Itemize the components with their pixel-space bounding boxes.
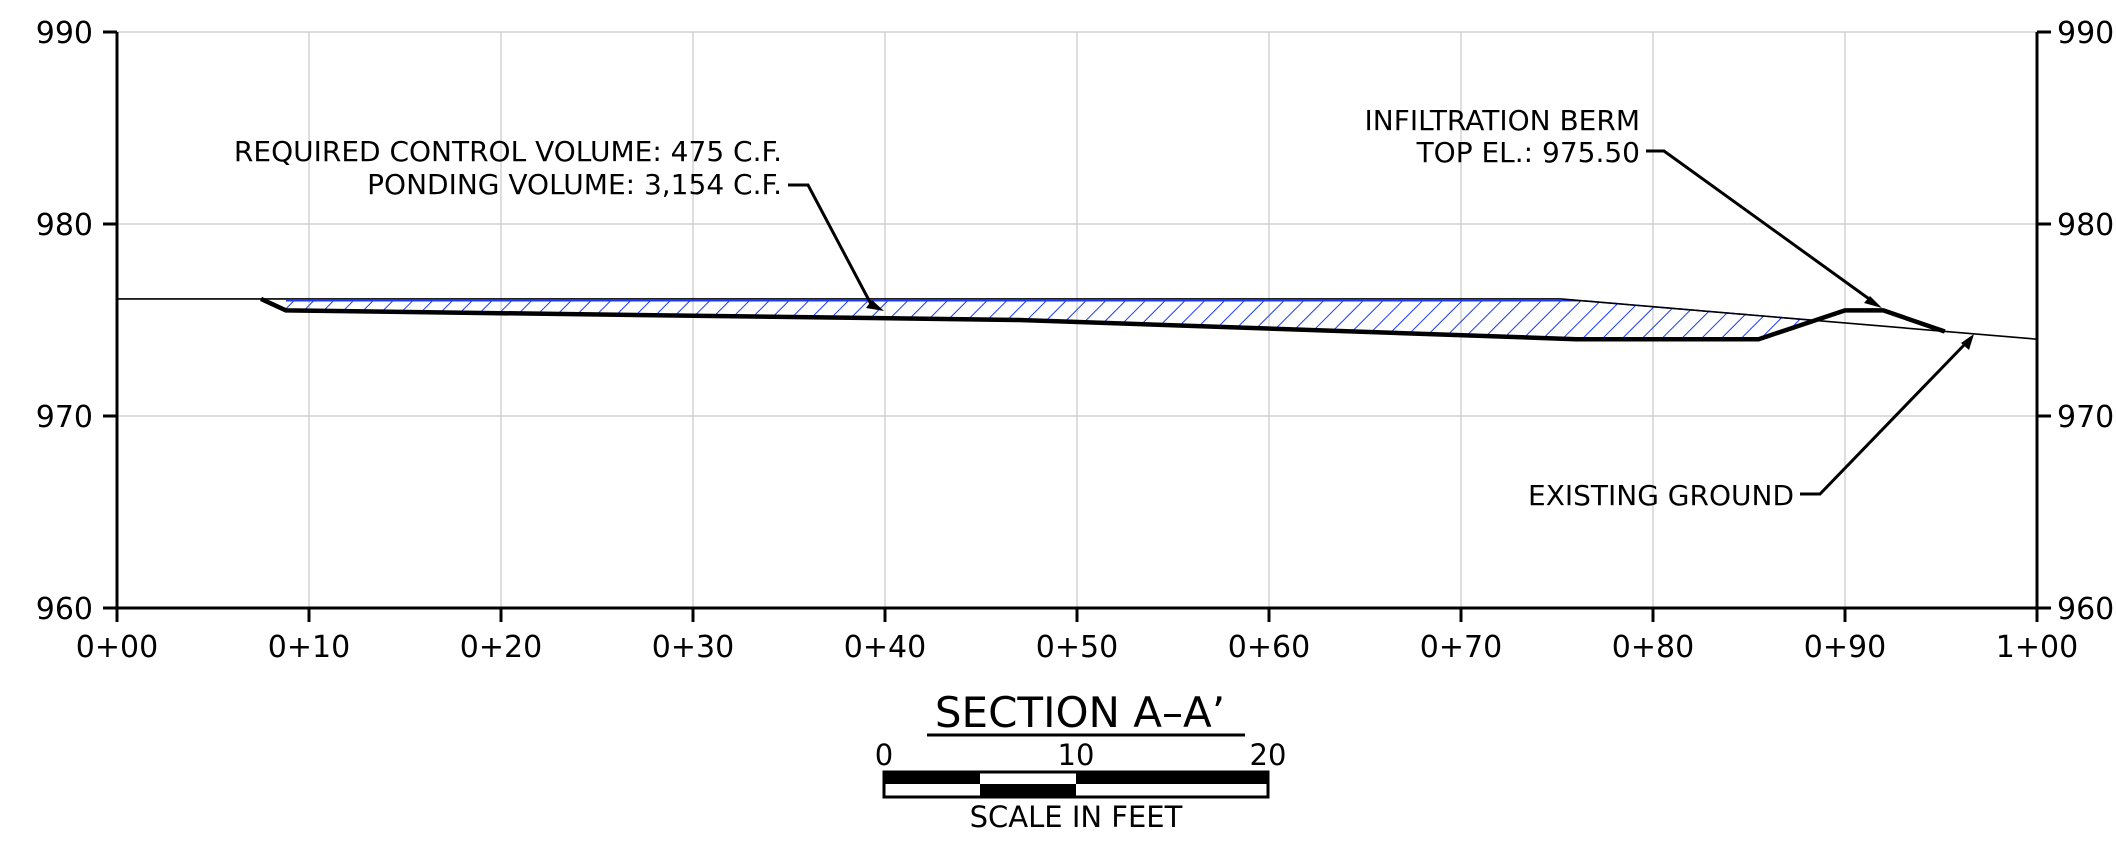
x-tick-label: 1+00: [1996, 630, 2078, 665]
existing-ground-line: [117, 298, 2038, 340]
scale-bar-top-right: [1076, 772, 1268, 784]
axes: [103, 30, 2051, 622]
scale-bar-bottom-mid: [980, 784, 1076, 797]
required-volume-label: REQUIRED CONTROL VOLUME: 475 C.F.: [234, 135, 782, 168]
x-tick-label: 0+90: [1804, 630, 1886, 665]
x-tick-label: 0+00: [76, 630, 158, 665]
berm-title-label: INFILTRATION BERM: [1365, 104, 1640, 137]
x-tick-label: 0+80: [1612, 630, 1694, 665]
x-tick-label: 0+50: [1036, 630, 1118, 665]
tick-labels: 960 960 970 970 980 980 990 990 0+00 0+10 0+20 0+30…: [36, 16, 2115, 665]
left-y-tick-label: 960: [36, 592, 93, 627]
berm-annotation: INFILTRATION BERM TOP EL.: 975.50: [1365, 104, 1882, 308]
x-tick-label: 0+40: [844, 630, 926, 665]
existing-ground-leader-arrow: [1961, 334, 1974, 350]
volume-leader-line: [788, 183, 874, 307]
existing-ground-leader-line: [1800, 341, 1968, 496]
left-y-tick-label: 980: [36, 208, 93, 243]
section-profile: [117, 296, 2038, 342]
water-surface-line: [286, 300, 1821, 321]
section-title-text: SECTION A–A’: [935, 688, 1225, 737]
berm-leader-line: [1646, 149, 1873, 303]
right-y-tick-label: 970: [2057, 400, 2114, 435]
scale-caption: SCALE IN FEET: [970, 800, 1183, 834]
right-y-tick-label: 980: [2057, 208, 2114, 243]
proposed-grade-line: [260, 296, 1946, 342]
berm-elevation-label: TOP EL.: 975.50: [1416, 136, 1640, 169]
existing-ground-label: EXISTING GROUND: [1528, 479, 1794, 512]
right-y-tick-label: 960: [2057, 592, 2114, 627]
x-tick-label: 0+10: [268, 630, 350, 665]
scale-bar-top-left: [884, 772, 980, 784]
scale-bar: 0 10 20 SCALE IN FEET: [875, 738, 1287, 834]
right-y-tick-label: 990: [2057, 16, 2114, 51]
x-tick-label: 0+20: [460, 630, 542, 665]
ponding-volume-label: PONDING VOLUME: 3,154 C.F.: [367, 168, 782, 201]
volume-leader-arrow: [866, 300, 884, 311]
scale-label-20: 20: [1250, 738, 1287, 772]
left-y-tick-label: 990: [36, 16, 93, 51]
berm-leader-arrow: [1864, 296, 1882, 308]
left-y-tick-label: 970: [36, 400, 93, 435]
volume-annotation: REQUIRED CONTROL VOLUME: 475 C.F. PONDIN…: [234, 135, 884, 311]
x-tick-label: 0+60: [1228, 630, 1310, 665]
x-tick-label: 0+30: [652, 630, 734, 665]
scale-label-10: 10: [1058, 738, 1095, 772]
scale-label-0: 0: [875, 738, 893, 772]
x-tick-label: 0+70: [1420, 630, 1502, 665]
existing-ground-annotation: EXISTING GROUND: [1528, 334, 1974, 512]
section-title: SECTION A–A’: [927, 688, 1245, 737]
